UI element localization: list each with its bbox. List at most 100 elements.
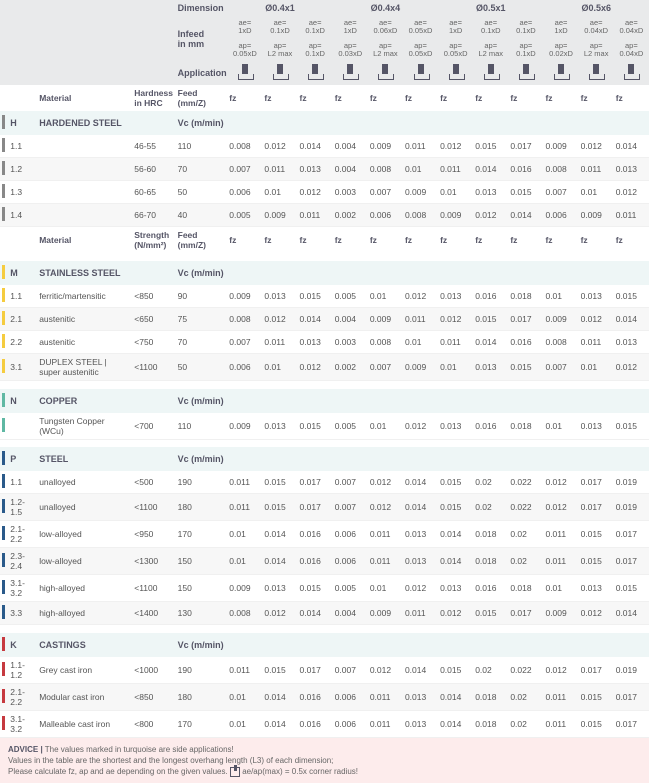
row-fz-4: 0.011 — [368, 683, 403, 710]
row-marker — [0, 494, 8, 521]
row-vc: 50 — [176, 181, 228, 204]
row-fz-3: 0.004 — [333, 135, 368, 158]
row-fz-4: 0.008 — [368, 331, 403, 354]
row-fz-10: 0.012 — [579, 602, 614, 625]
row-num — [8, 413, 37, 440]
ap-cell-2: ap=0.1xD — [298, 39, 333, 62]
row-fz-8: 0.017 — [508, 602, 543, 625]
row-fz-11: 0.017 — [614, 710, 649, 737]
row-fz-2: 0.017 — [298, 657, 333, 684]
col-fz-7: fz — [473, 85, 508, 111]
row-fz-9: 0.011 — [543, 521, 578, 548]
row-fz-9: 0.011 — [543, 548, 578, 575]
row-fz-3: 0.005 — [333, 575, 368, 602]
row-fz-3: 0.002 — [333, 204, 368, 227]
ae-cell-0: ae=1xD — [227, 16, 262, 39]
row-strength: 66-70 — [132, 204, 175, 227]
row-vc: 180 — [176, 494, 228, 521]
row-fz-8: 0.02 — [508, 521, 543, 548]
row-fz-6: 0.013 — [438, 285, 473, 308]
row-fz-1: 0.011 — [262, 331, 297, 354]
row-material — [37, 158, 132, 181]
row-fz-0: 0.006 — [227, 181, 262, 204]
row-marker — [0, 308, 8, 331]
row-material: Tungsten Copper (WCu) — [37, 413, 132, 440]
ae-cell-9: ae=1xD — [543, 16, 578, 39]
row-strength: <1100 — [132, 494, 175, 521]
row-fz-11: 0.012 — [614, 181, 649, 204]
row-num: 2.1 — [8, 308, 37, 331]
section-code: H — [8, 111, 37, 135]
row-fz-0: 0.008 — [227, 308, 262, 331]
row-fz-4: 0.009 — [368, 135, 403, 158]
col-fz-2: fz — [298, 85, 333, 111]
row-fz-11: 0.011 — [614, 204, 649, 227]
application-icon-5 — [403, 61, 438, 85]
section-marker-K — [0, 633, 8, 657]
row-fz-4: 0.009 — [368, 602, 403, 625]
row-fz-1: 0.009 — [262, 204, 297, 227]
section-code: N — [8, 389, 37, 413]
row-fz-8: 0.017 — [508, 135, 543, 158]
row-fz-4: 0.006 — [368, 204, 403, 227]
row-fz-4: 0.008 — [368, 158, 403, 181]
row-vc: 90 — [176, 285, 228, 308]
row-fz-8: 0.015 — [508, 181, 543, 204]
row-material: Malleable cast iron — [37, 710, 132, 737]
row-fz-0: 0.011 — [227, 494, 262, 521]
row-fz-9: 0.01 — [543, 285, 578, 308]
ap-cell-5: ap=0.05xD — [403, 39, 438, 62]
row-fz-6: 0.014 — [438, 710, 473, 737]
row-fz-2: 0.016 — [298, 548, 333, 575]
col-fz-4: fz — [368, 85, 403, 111]
application-icon-1 — [262, 61, 297, 85]
row-fz-10: 0.013 — [579, 285, 614, 308]
row-num: 1.1 — [8, 471, 37, 494]
ae-cell-10: ae=0.04xD — [579, 16, 614, 39]
row-fz-0: 0.005 — [227, 204, 262, 227]
row-fz-10: 0.017 — [579, 657, 614, 684]
section-vc-label: Vc (m/min) — [176, 261, 228, 285]
row-num: 1.1-1.2 — [8, 657, 37, 684]
row-fz-9: 0.009 — [543, 602, 578, 625]
row-fz-8: 0.016 — [508, 158, 543, 181]
row-fz-6: 0.012 — [438, 135, 473, 158]
row-num: 2.2 — [8, 331, 37, 354]
row-fz-3: 0.006 — [333, 548, 368, 575]
row-fz-7: 0.016 — [473, 575, 508, 602]
row-fz-6: 0.015 — [438, 471, 473, 494]
col-fz-4: fz — [368, 227, 403, 254]
col-fz-11: fz — [614, 227, 649, 254]
row-fz-6: 0.015 — [438, 494, 473, 521]
row-material: unalloyed — [37, 494, 132, 521]
row-fz-9: 0.012 — [543, 494, 578, 521]
row-fz-3: 0.004 — [333, 602, 368, 625]
row-fz-2: 0.011 — [298, 204, 333, 227]
row-num: 3.1-3.2 — [8, 710, 37, 737]
row-strength: <1300 — [132, 548, 175, 575]
row-vc: 50 — [176, 354, 228, 381]
row-fz-4: 0.011 — [368, 548, 403, 575]
col-fz-5: fz — [403, 227, 438, 254]
row-fz-8: 0.02 — [508, 710, 543, 737]
row-fz-11: 0.014 — [614, 135, 649, 158]
row-fz-2: 0.014 — [298, 135, 333, 158]
row-fz-3: 0.004 — [333, 308, 368, 331]
row-fz-4: 0.012 — [368, 471, 403, 494]
row-fz-0: 0.011 — [227, 471, 262, 494]
row-fz-8: 0.022 — [508, 494, 543, 521]
ap-cell-8: ap=0.1xD — [508, 39, 543, 62]
row-fz-6: 0.01 — [438, 354, 473, 381]
row-fz-9: 0.009 — [543, 135, 578, 158]
row-fz-5: 0.013 — [403, 683, 438, 710]
row-fz-8: 0.018 — [508, 285, 543, 308]
row-marker — [0, 602, 8, 625]
ae-cell-8: ae=0.1xD — [508, 16, 543, 39]
row-fz-11: 0.017 — [614, 683, 649, 710]
row-strength: <650 — [132, 308, 175, 331]
row-fz-6: 0.013 — [438, 413, 473, 440]
row-fz-1: 0.01 — [262, 181, 297, 204]
row-material — [37, 181, 132, 204]
col-fz-2: fz — [298, 227, 333, 254]
row-fz-11: 0.014 — [614, 602, 649, 625]
